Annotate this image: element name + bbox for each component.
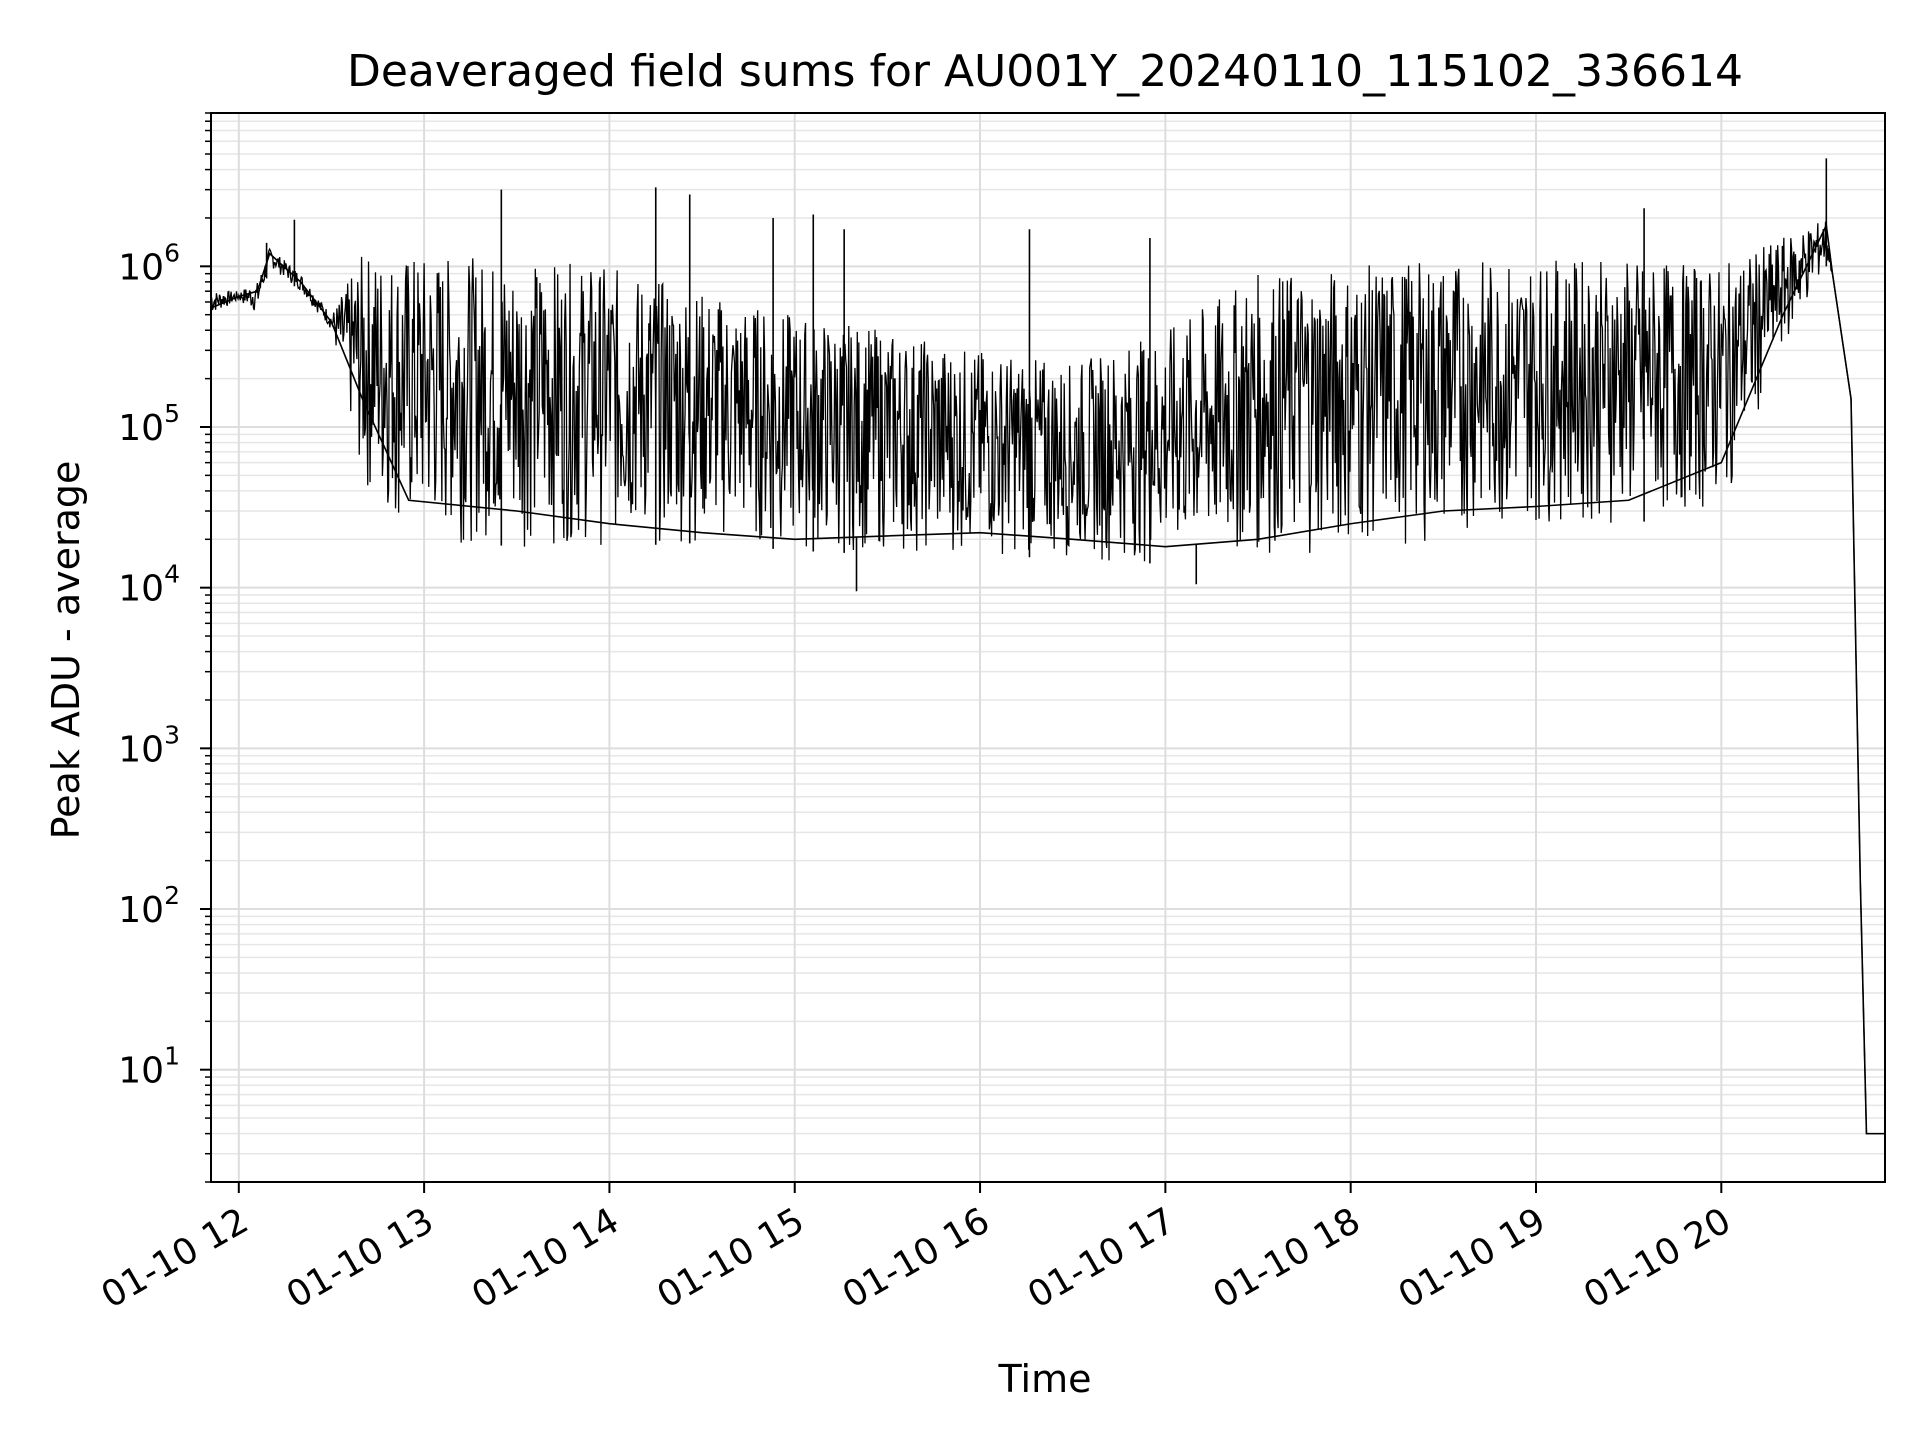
- y-tick-label: 101: [118, 1042, 180, 1092]
- series-trend-line: [210, 222, 1885, 1135]
- series-layer: [210, 158, 1885, 1135]
- y-tick-label: 105: [118, 399, 180, 449]
- major-gridlines: [211, 113, 1885, 1182]
- series-line: [210, 221, 1885, 1135]
- y-tick-label: 106: [118, 238, 180, 288]
- y-tick-label: 103: [118, 720, 180, 770]
- y-tick-label: 102: [118, 881, 180, 931]
- plot-frame: [210, 112, 1886, 1183]
- y-tick-label: 104: [118, 560, 180, 610]
- x-axis-label: Time: [998, 1357, 1092, 1401]
- chart-title: Deaveraged field sums for AU001Y_2024011…: [347, 46, 1743, 97]
- y-axis: 101 102 103 104 105 106: [118, 112, 211, 1183]
- y-axis-label: Peak ADU - average: [44, 461, 88, 840]
